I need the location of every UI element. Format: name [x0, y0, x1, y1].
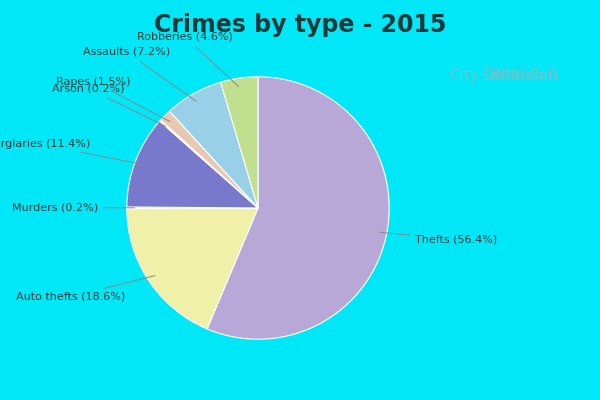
Text: #90b8c0: #90b8c0: [488, 68, 558, 83]
Text: Crimes by type - 2015: Crimes by type - 2015: [154, 13, 446, 37]
Text: Auto thefts (18.6%): Auto thefts (18.6%): [16, 276, 155, 302]
Wedge shape: [161, 111, 258, 208]
Wedge shape: [127, 208, 258, 329]
Wedge shape: [169, 82, 258, 208]
Text: Assaults (7.2%): Assaults (7.2%): [83, 47, 196, 101]
Text: Arson (0.2%): Arson (0.2%): [52, 84, 166, 126]
Text: Rapes (1.5%): Rapes (1.5%): [56, 76, 170, 122]
Wedge shape: [221, 77, 258, 208]
Text: Murders (0.2%): Murders (0.2%): [12, 203, 134, 213]
Text: Thefts (56.4%): Thefts (56.4%): [379, 232, 497, 245]
Text: City-Data.com: City-Data.com: [449, 68, 558, 83]
Wedge shape: [127, 121, 258, 208]
Text: Robberies (4.6%): Robberies (4.6%): [137, 32, 239, 87]
Wedge shape: [127, 207, 258, 209]
Wedge shape: [207, 77, 389, 339]
Text: Burglaries (11.4%): Burglaries (11.4%): [0, 139, 143, 164]
Wedge shape: [160, 120, 258, 208]
